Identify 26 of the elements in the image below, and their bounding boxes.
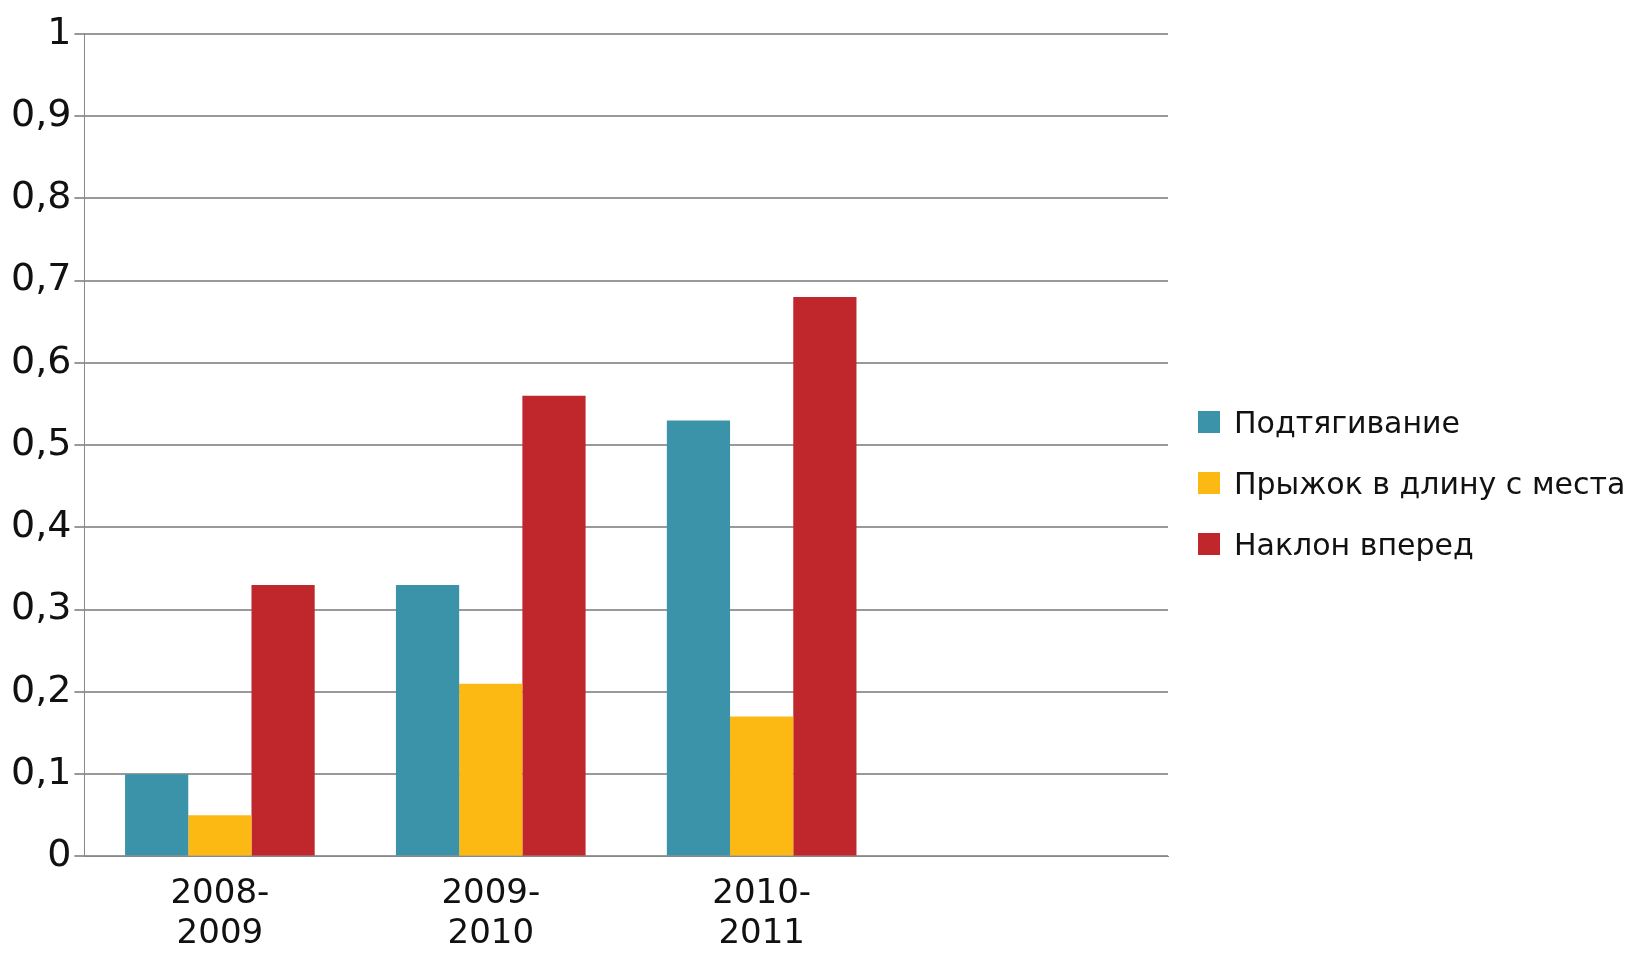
bar: [793, 297, 857, 856]
x-tick-label: 2008-2009: [170, 870, 270, 952]
y-tick-label: 0,1: [11, 749, 72, 794]
bar: [251, 584, 315, 856]
bar: [395, 584, 460, 856]
y-tick-label: 0,6: [11, 337, 72, 382]
y-tick-label: 0,9: [11, 90, 72, 135]
y-tick-label: 0,2: [11, 666, 72, 711]
y-tick-label: 0,3: [11, 584, 72, 629]
bar: [125, 774, 189, 856]
legend-label: Подтягивание: [1234, 404, 1461, 440]
bar: [188, 815, 252, 856]
bar: [666, 420, 731, 856]
bar: [522, 395, 586, 856]
y-tick-label: 0,5: [11, 419, 72, 464]
x-tick-label: 2010-2011: [712, 870, 812, 952]
y-tick-label: 0: [47, 831, 72, 876]
y-tick-label: 1: [47, 8, 72, 53]
y-tick-label: 0,7: [11, 255, 72, 300]
x-tick-label: 2009-2010: [441, 870, 541, 952]
bar: [459, 683, 523, 856]
bar: [730, 716, 794, 856]
y-tick-label: 0,8: [11, 173, 72, 218]
legend-label: Наклон вперед: [1234, 526, 1474, 562]
y-tick-label: 0,4: [11, 502, 72, 547]
legend-label: Прыжок в длину с места: [1234, 465, 1626, 501]
